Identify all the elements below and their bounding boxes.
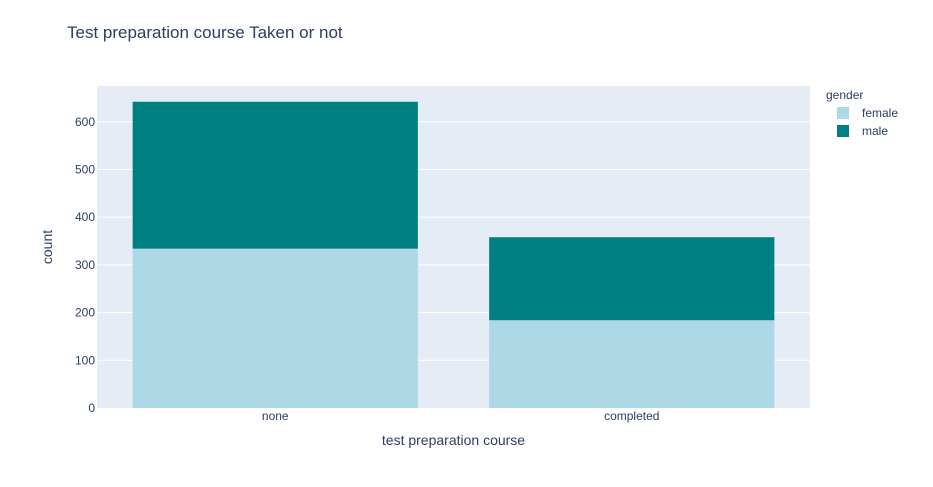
legend-label-female: female: [862, 106, 898, 120]
y-tick-label: 500: [75, 162, 95, 176]
y-axis-ticks: 0 100 200 300 400 500 600: [75, 115, 95, 415]
y-tick-label: 200: [75, 306, 95, 320]
x-axis-label: test preparation course: [382, 432, 525, 448]
y-tick-label: 300: [75, 258, 95, 272]
bar-female-none: [132, 248, 418, 408]
bar-male-completed: [489, 237, 775, 321]
chart-title: Test preparation course Taken or not: [67, 23, 343, 42]
bar-female-completed: [489, 320, 775, 408]
y-axis-label: count: [39, 230, 55, 264]
legend-title: gender: [826, 88, 863, 102]
legend: gender female male: [826, 88, 898, 138]
y-tick-label: 400: [75, 210, 95, 224]
legend-swatch-female: [837, 107, 849, 119]
x-axis-ticks: none completed: [262, 409, 660, 423]
legend-label-male: male: [862, 124, 888, 138]
y-tick-label: 600: [75, 115, 95, 129]
legend-swatch-male: [837, 125, 849, 137]
y-tick-label: 0: [88, 401, 95, 415]
x-tick-label: completed: [604, 409, 659, 423]
bar-male-none: [132, 101, 418, 249]
y-tick-label: 100: [75, 353, 95, 367]
x-tick-label: none: [262, 409, 289, 423]
bars: [132, 101, 775, 408]
